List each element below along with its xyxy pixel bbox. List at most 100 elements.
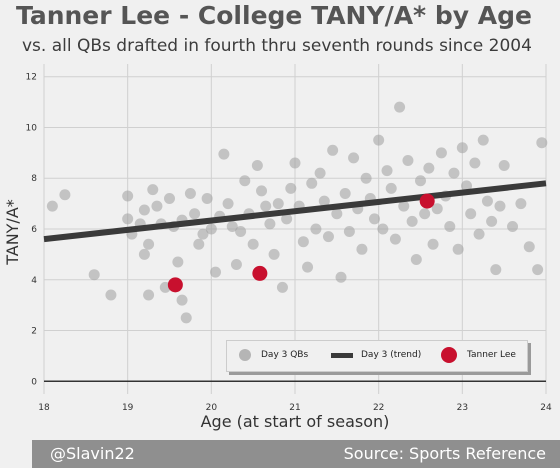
day3-point: [281, 213, 293, 225]
day3-point: [289, 157, 301, 169]
day3-point: [239, 175, 251, 187]
day3-point: [532, 264, 544, 276]
day3-point: [348, 152, 360, 164]
day3-point: [147, 184, 159, 196]
day3-point: [481, 195, 493, 207]
day3-point: [230, 259, 242, 271]
day3-point: [356, 243, 368, 255]
day3-point: [402, 154, 414, 166]
day3-point: [251, 160, 263, 172]
x-tick-label: 24: [540, 403, 552, 413]
legend-day3-label: Day 3 QBs: [261, 350, 309, 360]
x-tick-label: 18: [38, 403, 50, 413]
day3-point: [285, 182, 297, 194]
day3-point: [444, 220, 456, 232]
day3-point: [314, 167, 326, 179]
day3-point: [536, 137, 548, 149]
day3-point: [105, 289, 117, 301]
day3-point: [448, 167, 460, 179]
footer-handle: @Slavin22: [50, 444, 135, 463]
day3-point: [343, 226, 355, 238]
day3-point: [389, 233, 401, 245]
day3-point: [256, 185, 268, 197]
day3-point: [297, 236, 309, 248]
day3-point: [197, 228, 209, 240]
day3-point: [398, 200, 410, 212]
day3-point: [498, 160, 510, 172]
day3-point: [406, 215, 418, 227]
x-tick-label: 21: [289, 403, 300, 413]
y-tick-label: 12: [26, 73, 37, 83]
legend-tanner-swatch: [441, 347, 457, 363]
day3-point: [465, 208, 477, 220]
day3-point: [381, 165, 393, 177]
day3-point: [210, 266, 222, 278]
day3-point: [331, 208, 343, 220]
day3-point: [310, 223, 322, 235]
day3-point: [143, 238, 155, 250]
footer-source: Source: Sports Reference: [343, 444, 546, 463]
day3-point: [327, 144, 339, 156]
day3-point: [46, 200, 58, 212]
chart-subtitle: vs. all QBs drafted in fourth thru seven…: [22, 36, 532, 56]
day3-point: [415, 175, 426, 187]
day3-point: [377, 223, 389, 235]
legend-tanner-label: Tanner Lee: [467, 350, 516, 360]
day3-point: [461, 180, 473, 192]
day3-point: [201, 193, 213, 205]
day3-point: [490, 264, 502, 276]
day3-point: [272, 198, 284, 210]
day3-point: [360, 172, 372, 184]
y-tick-labels: 0 2 4 6 8 10 12: [26, 73, 38, 388]
y-tick-label: 10: [26, 123, 38, 133]
day3-point: [423, 162, 435, 174]
day3-point: [164, 193, 175, 205]
day3-point: [247, 238, 259, 250]
day3-point: [368, 213, 380, 225]
day3-point: [419, 208, 431, 220]
y-tick-label: 6: [31, 225, 37, 235]
day3-point: [184, 187, 196, 199]
legend-day3-swatch: [239, 349, 251, 361]
day3-point: [302, 261, 314, 273]
day3-point: [473, 228, 485, 240]
chart-title: Tanner Lee - College TANY/A* by Age: [16, 1, 532, 30]
legend: Day 3 QBs Day 3 (trend) Tanner Lee: [226, 340, 528, 372]
y-tick-label: 4: [31, 276, 37, 286]
day3-point: [318, 195, 330, 207]
x-axis-label: Age (at start of season): [201, 412, 390, 431]
day3-point: [469, 157, 481, 169]
day3-point: [335, 271, 347, 283]
day3-point: [385, 182, 397, 194]
day3-point: [122, 190, 134, 202]
x-tick-label: 19: [122, 403, 134, 413]
day3-point: [176, 294, 188, 306]
day3-point: [394, 101, 406, 113]
day3-point: [523, 241, 535, 253]
trend-line-layer: [43, 180, 547, 243]
day3-point: [494, 200, 506, 212]
day3-point: [151, 200, 163, 212]
day3-point: [218, 148, 230, 160]
day3-point: [138, 248, 150, 260]
day3-point: [507, 220, 519, 232]
day3-point: [431, 203, 443, 215]
day3-point: [193, 238, 205, 250]
day3-point: [205, 223, 217, 235]
day3-point: [235, 226, 247, 238]
day3-point: [427, 238, 439, 250]
day3-point: [222, 198, 234, 210]
tanner-lee-point: [167, 277, 183, 293]
day3-point: [373, 134, 385, 146]
tanner-lee-points-layer: [167, 193, 435, 293]
day3-point: [172, 256, 184, 268]
legend-trend-swatch: [331, 353, 353, 358]
footer-bar: @Slavin22 Source: Sports Reference: [32, 440, 560, 468]
day3-point: [477, 134, 489, 146]
day3-point: [88, 269, 100, 281]
day3-point: [322, 231, 334, 243]
day3-point: [276, 281, 288, 293]
day3-point: [138, 204, 150, 216]
day3-point: [264, 218, 276, 230]
